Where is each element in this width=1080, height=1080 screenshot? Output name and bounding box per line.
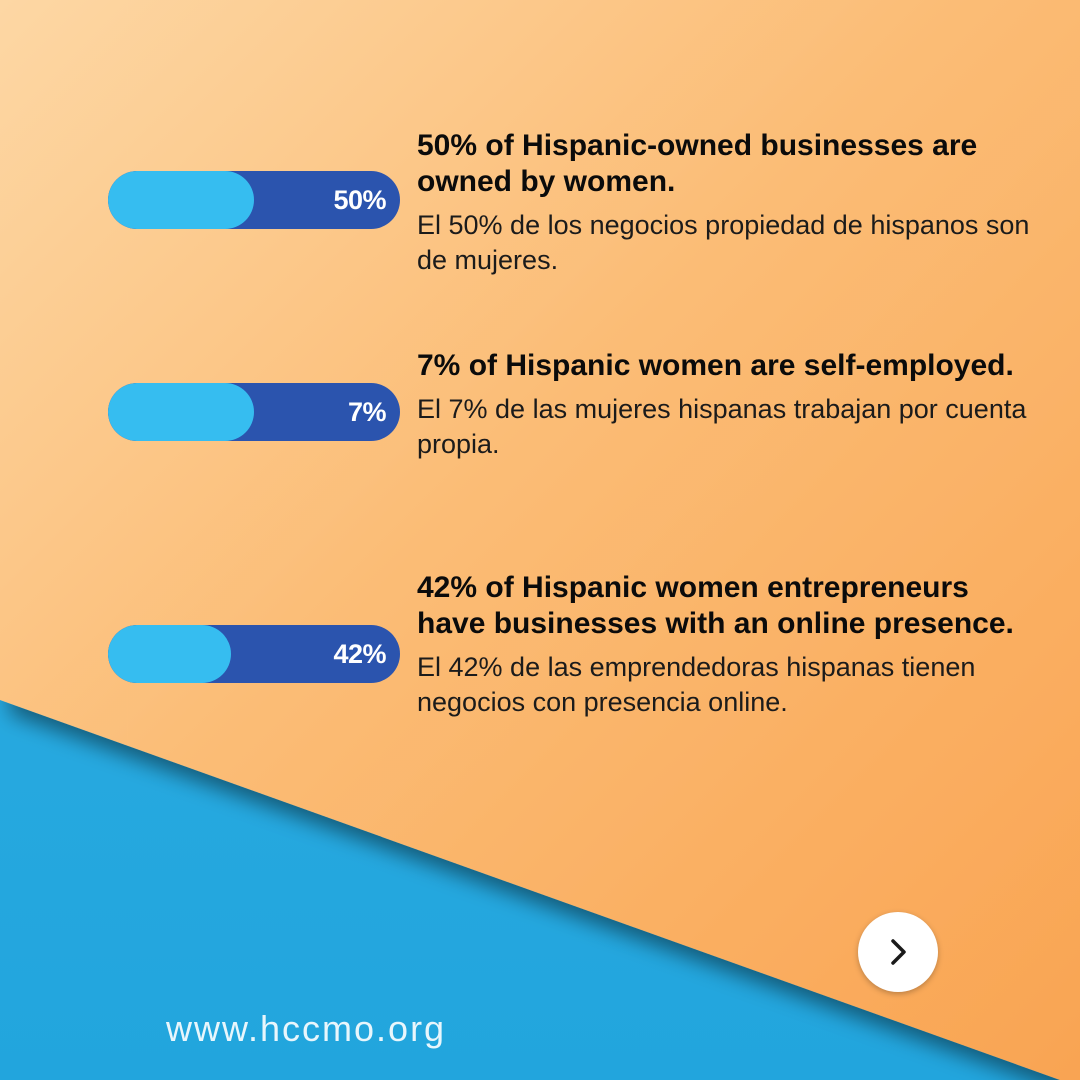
stat-subtitle-3: El 42% de las emprendedoras hispanas tie…	[417, 652, 976, 717]
website-url[interactable]: www.hccmo.org	[166, 1008, 447, 1049]
stat-text-1: 50% of Hispanic-owned businesses are own…	[417, 128, 1037, 278]
stat-title-1: 50% of Hispanic-owned businesses are own…	[417, 129, 978, 198]
stat-bar-fill-3	[108, 625, 231, 683]
stat-subtitle-2: El 7% de las mujeres hispanas trabajan p…	[417, 394, 1027, 459]
stat-text-3: 42% of Hispanic women entrepreneurs have…	[417, 570, 1037, 720]
stat-bar-fill-1	[108, 171, 254, 229]
stat-bar-3: 42%	[108, 625, 400, 683]
stat-bar-percent-3: 42%	[333, 639, 386, 669]
stat-bar-percent-2: 7%	[347, 397, 387, 427]
stat-bar-1: 50%	[108, 171, 400, 229]
chevron-right-icon	[891, 939, 906, 965]
stat-bar-fill-2	[108, 383, 254, 441]
stat-bar-percent-1: 50%	[333, 185, 386, 215]
stat-title-2: 7% of Hispanic women are self-employed.	[417, 349, 1014, 382]
stat-text-2: 7% of Hispanic women are self-employed. …	[417, 348, 1037, 462]
stat-subtitle-1: El 50% de los negocios propiedad de hisp…	[417, 210, 1030, 275]
next-button[interactable]	[858, 912, 938, 992]
stat-title-3: 42% of Hispanic women entrepreneurs have…	[417, 571, 1014, 640]
stat-bar-2: 7%	[108, 383, 400, 441]
